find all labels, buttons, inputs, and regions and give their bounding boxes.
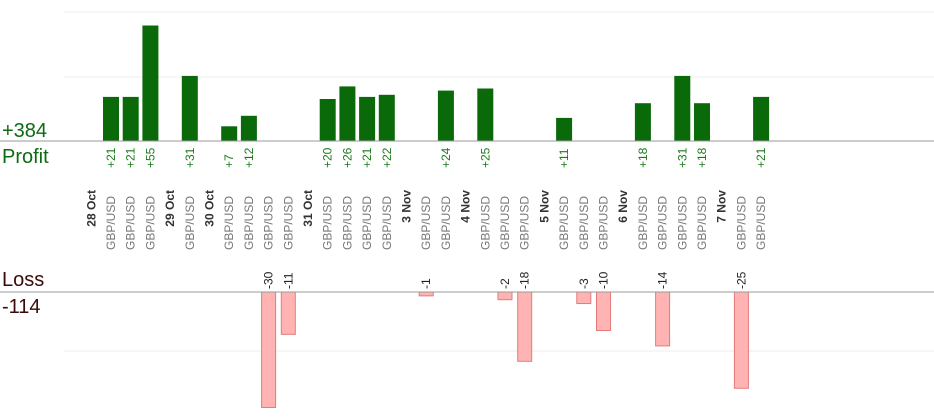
- pair-label: GBP/USD: [104, 196, 118, 250]
- value-label: +20: [321, 147, 335, 168]
- pair-label: GBP/USD: [419, 196, 433, 250]
- loss-total: -114: [2, 296, 41, 318]
- value-label: -25: [734, 271, 748, 289]
- value-label: +22: [380, 147, 394, 168]
- profit-bar: [339, 86, 356, 141]
- pair-label: GBP/USD: [656, 196, 670, 250]
- pair-label: GBP/USD: [734, 196, 748, 250]
- value-label: -1: [419, 278, 433, 289]
- label-group: 28 Oct +21 GBP/USD +21 GBP/USD +55 GBP/USD 29 O…: [84, 147, 768, 289]
- pair-label: GBP/USD: [557, 196, 571, 250]
- profit-bar: [674, 75, 691, 141]
- pair-label: GBP/USD: [577, 196, 591, 250]
- pair-label: GBP/USD: [242, 196, 256, 250]
- value-label: +25: [478, 147, 492, 168]
- profit-bar: [142, 25, 159, 141]
- pair-label: GBP/USD: [222, 196, 236, 250]
- value-label: +18: [636, 147, 650, 168]
- value-label: -2: [498, 278, 512, 289]
- date-label: 6 Nov: [616, 190, 630, 223]
- date-label: 28 Oct: [84, 190, 98, 227]
- date-label: 7 Nov: [715, 190, 729, 223]
- value-label: +21: [124, 147, 138, 168]
- profit-bar: [634, 103, 651, 141]
- bar-group: [103, 25, 770, 408]
- loss-bar: [655, 291, 671, 347]
- value-label: +21: [104, 147, 118, 168]
- pair-label: GBP/USD: [518, 196, 532, 250]
- value-label: +31: [675, 147, 689, 168]
- pair-label: GBP/USD: [321, 196, 335, 250]
- value-label: +18: [695, 147, 709, 168]
- profit-bar: [181, 75, 198, 141]
- date-label: 3 Nov: [400, 190, 414, 223]
- value-label: -14: [656, 271, 670, 289]
- value-label: +24: [439, 147, 453, 168]
- loss-bar: [517, 291, 533, 362]
- value-label: +55: [143, 147, 157, 168]
- profit-bar: [319, 99, 336, 141]
- pair-label: GBP/USD: [754, 196, 768, 250]
- value-label: +21: [754, 147, 768, 168]
- profit-bar: [221, 126, 238, 141]
- loss-bar: [497, 291, 513, 301]
- profit-bar: [694, 103, 710, 141]
- value-label: -30: [262, 271, 276, 289]
- loss-bar: [596, 291, 611, 331]
- profit-bar: [122, 96, 139, 141]
- pair-label: GBP/USD: [695, 196, 709, 250]
- value-label: +26: [340, 147, 354, 168]
- pair-label: GBP/USD: [498, 196, 512, 250]
- profit-bar: [753, 96, 770, 141]
- date-label: 4 Nov: [459, 190, 473, 223]
- pair-label: GBP/USD: [380, 196, 394, 250]
- pair-label: GBP/USD: [675, 196, 689, 250]
- value-label: -3: [577, 278, 591, 289]
- value-label: +7: [222, 154, 236, 168]
- value-label: -11: [281, 272, 295, 289]
- profit-bar: [477, 88, 494, 141]
- value-label: -10: [597, 271, 611, 289]
- profit-bar: [437, 90, 454, 141]
- pair-label: GBP/USD: [262, 196, 276, 250]
- value-label: +21: [360, 147, 374, 168]
- profit-total: +384: [2, 120, 47, 142]
- value-label: +11: [557, 148, 571, 168]
- value-label: +12: [242, 147, 256, 168]
- profit-bar: [240, 115, 257, 141]
- date-label: 31 Oct: [301, 190, 315, 227]
- loss-bar: [576, 291, 592, 305]
- loss-bar: [280, 291, 296, 335]
- pair-label: GBP/USD: [439, 196, 453, 250]
- loss-bar: [418, 291, 434, 297]
- pair-label: GBP/USD: [143, 196, 157, 250]
- profit-bar: [556, 117, 573, 141]
- pair-label: GBP/USD: [636, 196, 650, 250]
- pair-label: GBP/USD: [124, 196, 138, 250]
- pair-label: GBP/USD: [597, 196, 611, 250]
- pair-label: GBP/USD: [281, 196, 295, 250]
- profit-bar: [378, 94, 395, 141]
- profit-bar: [103, 96, 119, 141]
- date-label: 5 Nov: [537, 190, 551, 223]
- profit-bar: [359, 96, 376, 141]
- pair-label: GBP/USD: [478, 196, 492, 250]
- value-label: -18: [518, 271, 532, 289]
- loss-bar: [261, 291, 277, 408]
- value-label: +31: [183, 147, 197, 168]
- loss-label: Loss: [2, 269, 44, 291]
- date-label: 30 Oct: [203, 190, 217, 227]
- pair-label: GBP/USD: [360, 196, 374, 250]
- loss-bar: [733, 291, 749, 389]
- profit-label: Profit: [2, 146, 49, 168]
- pair-label: GBP/USD: [183, 196, 197, 250]
- date-label: 29 Oct: [163, 190, 177, 227]
- pair-label: GBP/USD: [340, 196, 354, 250]
